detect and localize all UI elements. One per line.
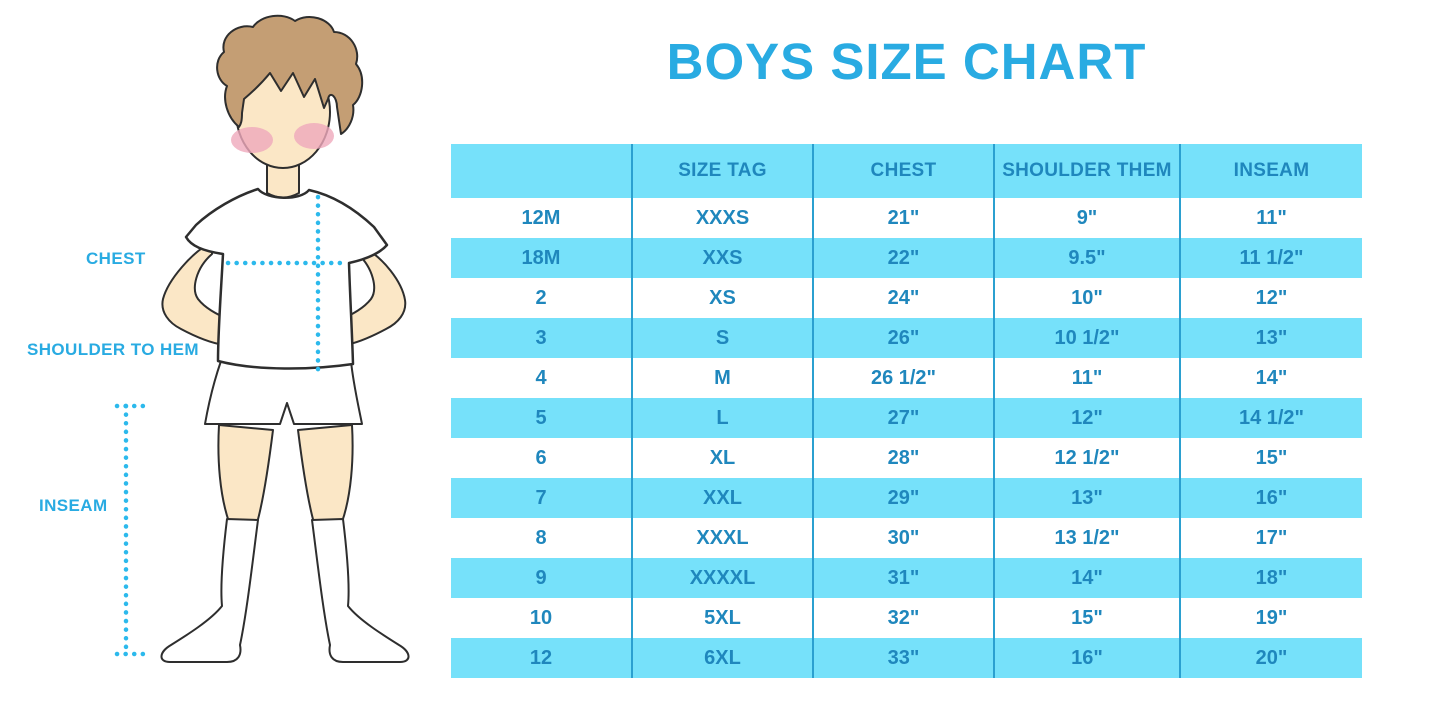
boy-figure: CHEST SHOULDER TO HEM INSEAM (0, 0, 450, 723)
blush-right-icon (294, 123, 334, 149)
cell-chest: 27" (812, 398, 994, 438)
cell-size-tag: XXL (631, 478, 813, 518)
table-row: 2 XS 24" 10" 12" (451, 278, 1362, 318)
cell-size-tag: M (631, 358, 813, 398)
table-row: 6 XL 28" 12 1/2" 15" (451, 438, 1362, 478)
cell-size-tag: 6XL (631, 638, 813, 678)
cell-chest: 21" (812, 198, 994, 238)
cell-shoulder-hem: 13" (993, 478, 1180, 518)
cell-size: 9 (451, 558, 632, 598)
cell-size: 5 (451, 398, 632, 438)
cell-inseam: 11" (1179, 198, 1362, 238)
cell-inseam: 16" (1179, 478, 1362, 518)
cell-chest: 29" (812, 478, 994, 518)
boy-illustration (114, 14, 410, 663)
cell-chest: 24" (812, 278, 994, 318)
shirt-shape (184, 187, 389, 370)
cell-size-tag: XXS (631, 238, 813, 278)
table-row: 9 XXXXL 31" 14" 18" (451, 558, 1362, 598)
table-row: 5 L 27" 12" 14 1/2" (451, 398, 1362, 438)
inseam-label: INSEAM (39, 496, 108, 515)
left-arm-shape (161, 241, 231, 346)
table-row: 10 5XL 32" 15" 19" (451, 598, 1362, 638)
column-header-size (451, 144, 632, 198)
cell-shoulder-hem: 9" (993, 198, 1180, 238)
table-row: 7 XXL 29" 13" 16" (451, 478, 1362, 518)
column-header-shoulder-hem: SHOULDER THEM (993, 144, 1180, 198)
cell-chest: 22" (812, 238, 994, 278)
header-row: SIZE TAG CHEST SHOULDER THEM INSEAM (451, 144, 1362, 198)
cell-size: 6 (535, 446, 547, 469)
cell-size: 12 (451, 638, 632, 678)
cell-chest: 32" (812, 598, 994, 638)
size-table: SIZE TAG CHEST SHOULDER THEM INSEAM 12M … (451, 144, 1362, 678)
cell-size-tag: XL (631, 438, 813, 478)
cell-inseam: 13" (1179, 318, 1362, 358)
right-leg-shape (297, 424, 354, 524)
shoulder-to-hem-label: SHOULDER TO HEM (27, 340, 199, 359)
cell-inseam: 18" (1179, 558, 1362, 598)
cell-size: 8 (535, 526, 547, 549)
cell-size-tag: XXXS (631, 198, 813, 238)
chest-label: CHEST (86, 249, 146, 268)
cell-shoulder-hem: 13 1/2" (993, 518, 1180, 558)
table-row: 3 S 26" 10 1/2" 13" (451, 318, 1362, 358)
cell-inseam: 15" (1179, 438, 1362, 478)
cell-shoulder-hem: 16" (993, 638, 1180, 678)
table-row: 18M XXS 22" 9.5" 11 1/2" (451, 238, 1362, 278)
cell-chest: 28" (812, 438, 994, 478)
cell-size-tag: 5XL (631, 598, 813, 638)
cell-shoulder-hem: 11" (993, 358, 1180, 398)
cell-chest: 26 1/2" (812, 358, 994, 398)
cell-shoulder-hem: 12 1/2" (993, 438, 1180, 478)
cell-chest: 31" (812, 558, 994, 598)
shorts-shape (204, 360, 363, 425)
left-leg-shape (217, 424, 274, 524)
cell-chest: 30" (812, 518, 994, 558)
hair-shape (216, 14, 364, 135)
cell-shoulder-hem: 14" (993, 558, 1180, 598)
cell-shoulder-hem: 10 1/2" (993, 318, 1180, 358)
cell-size-tag: XXXL (631, 518, 813, 558)
cell-inseam: 19" (1179, 598, 1362, 638)
page-title: BOYS SIZE CHART (666, 33, 1147, 90)
table-row: 4 M 26 1/2" 11" 14" (451, 358, 1362, 398)
cell-size-tag: XS (631, 278, 813, 318)
column-header-inseam: INSEAM (1179, 144, 1362, 198)
left-sock-shape (160, 518, 259, 663)
cell-size: 3 (451, 318, 632, 358)
cell-size: 12M (521, 206, 561, 229)
cell-size: 10 (529, 606, 553, 629)
cell-size-tag: L (631, 398, 813, 438)
cell-inseam: 11 1/2" (1179, 238, 1362, 278)
cell-inseam: 12" (1179, 278, 1362, 318)
cell-size: 4 (535, 366, 547, 389)
right-arm-shape (339, 245, 407, 346)
cell-size: 7 (451, 478, 632, 518)
cell-size-tag: XXXXL (631, 558, 813, 598)
table-row: 12M XXXS 21" 9" 11" (451, 198, 1362, 238)
table-row: 12 6XL 33" 16" 20" (451, 638, 1362, 678)
cell-inseam: 14" (1179, 358, 1362, 398)
cell-inseam: 20" (1179, 638, 1362, 678)
cell-shoulder-hem: 15" (993, 598, 1180, 638)
blush-left-icon (231, 127, 273, 153)
cell-shoulder-hem: 10" (993, 278, 1180, 318)
cell-size: 2 (535, 286, 547, 309)
cell-shoulder-hem: 12" (993, 398, 1180, 438)
cell-size-tag: S (631, 318, 813, 358)
right-sock-shape (311, 518, 410, 663)
cell-inseam: 14 1/2" (1179, 398, 1362, 438)
cell-chest: 26" (812, 318, 994, 358)
cell-inseam: 17" (1179, 518, 1362, 558)
cell-size: 18M (451, 238, 632, 278)
column-header-size-tag: SIZE TAG (631, 144, 813, 198)
table-row: 8 XXXL 30" 13 1/2" 17" (451, 518, 1362, 558)
column-header-chest: CHEST (812, 144, 994, 198)
cell-shoulder-hem: 9.5" (993, 238, 1180, 278)
cell-chest: 33" (812, 638, 994, 678)
